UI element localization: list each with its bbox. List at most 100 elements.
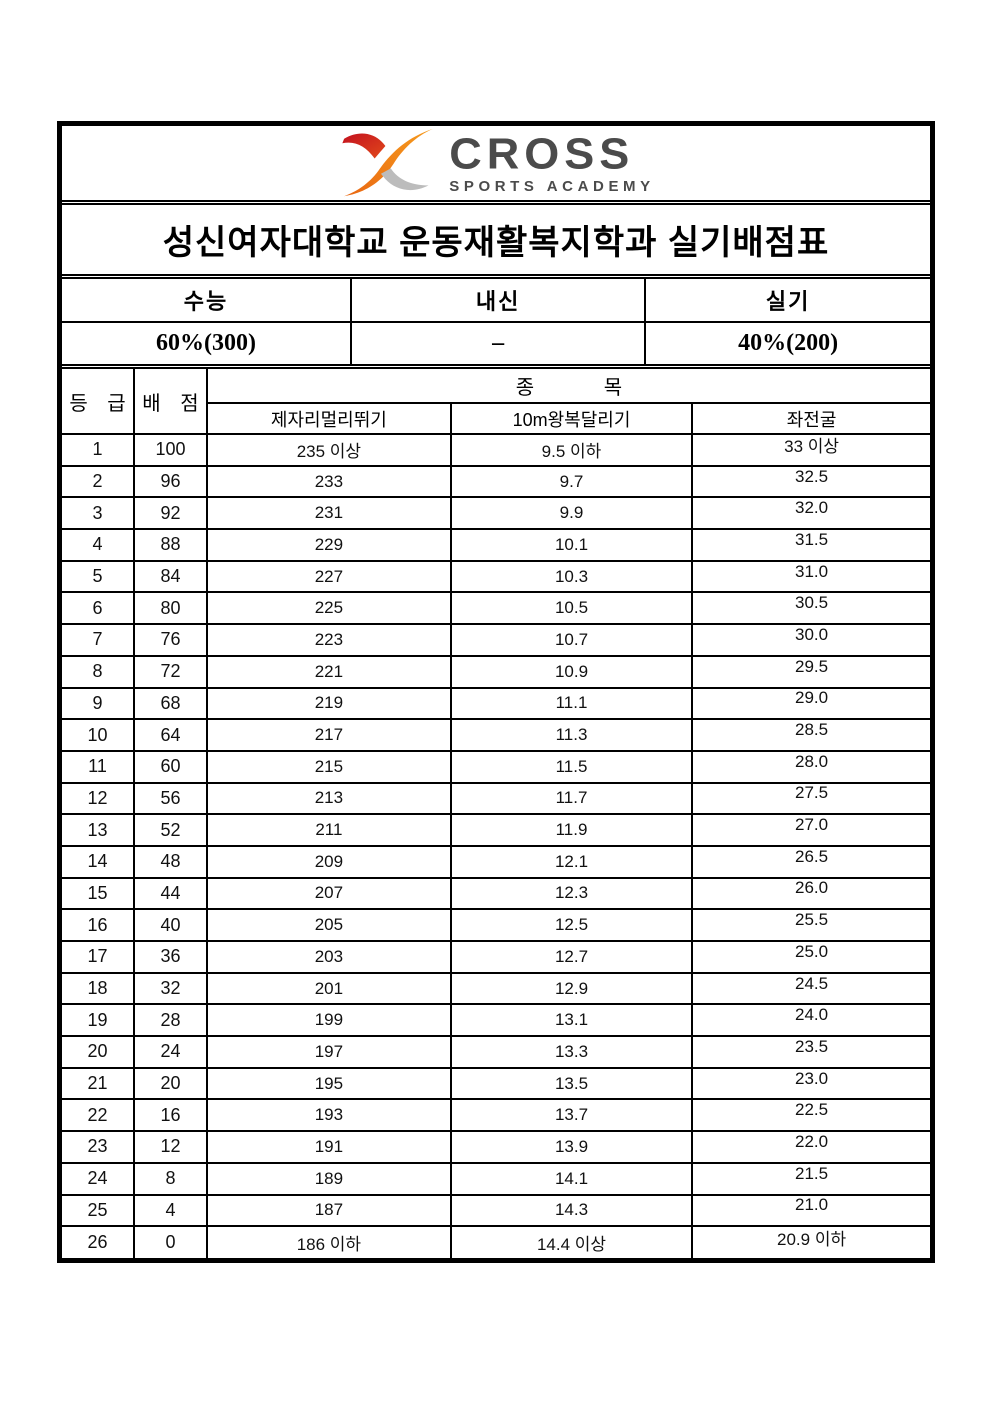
flex-value: 26.0 [795, 878, 829, 898]
table-row: 24 8 189 14.1 21.5 [60, 1161, 931, 1196]
flex-value: 22.0 [795, 1131, 829, 1151]
points-cell: 72 [133, 654, 208, 689]
table-row: 1 100 235 이상 9.5 이하 33 이상 [60, 433, 931, 467]
table-row: 3 92 231 9.9 32.0 [60, 496, 931, 531]
jump-cell: 225 [205, 591, 452, 626]
flex-cell: 22.0 [691, 1130, 931, 1164]
run-cell: 10.5 [449, 591, 694, 626]
flex-value: 22.5 [795, 1100, 829, 1120]
points-cell: 32 [133, 971, 208, 1006]
points-cell: 4 [133, 1193, 208, 1228]
run-cell: 10.9 [449, 654, 694, 689]
flex-value: 25.5 [795, 910, 829, 930]
grade-cell: 18 [60, 971, 136, 1006]
points-cell: 84 [133, 559, 208, 594]
grade-cell: 10 [60, 718, 136, 752]
flex-value: 30.5 [795, 593, 829, 613]
grade-cell: 12 [60, 781, 136, 816]
flex-value: 31.5 [795, 529, 829, 549]
jump-cell: 213 [205, 781, 452, 816]
flex-cell: 32.5 [691, 464, 931, 499]
score-table-section: 등 급 배 점 종 목 제자리멀리뛰기 10m왕복달리기 좌전굴 1 100 235… [60, 368, 932, 1259]
flex-cell: 32.0 [691, 496, 931, 531]
jump-cell: 233 [205, 464, 452, 499]
flex-cell: 22.5 [691, 1098, 931, 1133]
value-naesin: – [350, 321, 647, 365]
jump-cell: 209 [205, 844, 452, 879]
header-suneung: 수능 [60, 278, 353, 323]
flex-cell: 26.0 [691, 876, 931, 911]
flex-value: 33 이상 [784, 437, 840, 457]
run-cell: 9.5 이하 [449, 433, 694, 467]
run-cell: 13.5 [449, 1066, 694, 1101]
score-table: 등 급 배 점 종 목 제자리멀리뛰기 10m왕복달리기 좌전굴 1 100 235… [60, 368, 932, 1259]
flex-cell: 29.0 [691, 686, 931, 721]
jump-cell: 201 [205, 971, 452, 1006]
score-ratio-section: 수능 내신 실기 60%(300) – 40%(200) [60, 278, 931, 369]
col-header-long-jump: 제자리멀리뛰기 [205, 402, 452, 435]
run-cell: 14.4 이상 [449, 1225, 694, 1259]
flex-cell: 26.5 [691, 844, 931, 879]
score-table-body: 1 100 235 이상 9.5 이하 33 이상 2 96 233 9.7 32.5 3 92 231… [60, 433, 931, 1259]
table-row: 8 72 221 10.9 29.5 [60, 654, 931, 689]
jump-cell: 219 [205, 686, 452, 721]
points-cell: 52 [133, 813, 208, 847]
flex-value: 21.0 [795, 1195, 829, 1215]
points-cell: 64 [133, 718, 208, 752]
jump-cell: 197 [205, 1035, 452, 1069]
points-cell: 76 [133, 623, 208, 657]
grade-cell: 22 [60, 1098, 136, 1133]
grade-cell: 25 [60, 1193, 136, 1228]
run-cell: 13.3 [449, 1035, 694, 1069]
flex-cell: 27.5 [691, 781, 931, 816]
flex-value: 21.5 [795, 1163, 829, 1183]
points-cell: 20 [133, 1066, 208, 1101]
grade-cell: 1 [60, 433, 136, 467]
table-row: 19 28 199 13.1 24.0 [60, 1003, 931, 1038]
grade-cell: 7 [60, 623, 136, 657]
table-row: 22 16 193 13.7 22.5 [60, 1098, 931, 1133]
flex-cell: 21.5 [691, 1161, 931, 1196]
points-cell: 92 [133, 496, 208, 531]
points-cell: 44 [133, 876, 208, 911]
col-header-shuttle-run: 10m왕복달리기 [449, 402, 694, 435]
run-cell: 13.7 [449, 1098, 694, 1133]
score-ratio-table: 수능 내신 실기 60%(300) – 40%(200) [60, 278, 931, 365]
points-cell: 40 [133, 908, 208, 942]
grade-cell: 19 [60, 1003, 136, 1038]
points-cell: 96 [133, 464, 208, 499]
cross-x-logo-icon [342, 128, 434, 197]
flex-value: 23.5 [795, 1036, 829, 1056]
points-cell: 24 [133, 1035, 208, 1069]
grade-cell: 17 [60, 940, 136, 974]
points-cell: 100 [133, 433, 208, 467]
grade-cell: 20 [60, 1035, 136, 1069]
table-row: 20 24 197 13.3 23.5 [60, 1035, 931, 1069]
table-row: 21 20 195 13.5 23.0 [60, 1066, 931, 1101]
jump-cell: 221 [205, 654, 452, 689]
flex-cell: 29.5 [691, 654, 931, 689]
table-row: 12 56 213 11.7 27.5 [60, 781, 931, 816]
flex-cell: 25.0 [691, 940, 931, 974]
jump-cell: 231 [205, 496, 452, 531]
flex-cell: 33 이상 [691, 433, 931, 467]
flex-value: 27.0 [795, 815, 829, 835]
points-cell: 8 [133, 1161, 208, 1196]
table-row: 9 68 219 11.1 29.0 [60, 686, 931, 721]
grade-cell: 2 [60, 464, 136, 499]
flex-value: 25.0 [795, 941, 829, 961]
points-cell: 28 [133, 1003, 208, 1038]
jump-cell: 207 [205, 876, 452, 911]
flex-cell: 28.0 [691, 749, 931, 784]
run-cell: 11.1 [449, 686, 694, 721]
run-cell: 14.1 [449, 1161, 694, 1196]
run-cell: 10.7 [449, 623, 694, 657]
jump-cell: 203 [205, 940, 452, 974]
run-cell: 13.9 [449, 1130, 694, 1164]
flex-cell: 27.0 [691, 813, 931, 847]
table-row: 2 96 233 9.7 32.5 [60, 464, 931, 499]
col-header-events: 종 목 [205, 368, 932, 404]
jump-cell: 223 [205, 623, 452, 657]
table-header-row-2: 제자리멀리뛰기 10m왕복달리기 좌전굴 [62, 402, 931, 435]
table-row: 13 52 211 11.9 27.0 [60, 813, 931, 847]
